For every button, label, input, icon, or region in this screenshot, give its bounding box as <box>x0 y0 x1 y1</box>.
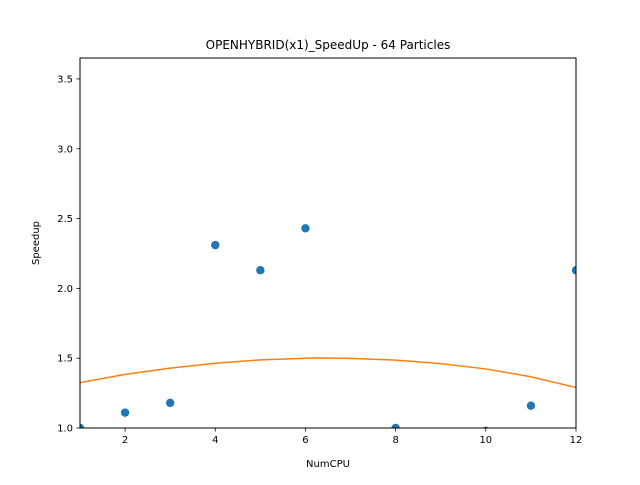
x-tick-label: 6 <box>302 435 308 446</box>
y-axis-ticks: 1.0 1.5 2.0 2.5 3.0 3.5 <box>57 74 80 435</box>
x-tick-label: 2 <box>122 435 128 446</box>
data-point <box>256 266 265 275</box>
x-axis-label: NumCPU <box>306 459 350 470</box>
y-tick-label: 2.0 <box>57 284 73 295</box>
chart-title: OPENHYBRID(x1)_SpeedUp - 64 Particles <box>206 38 451 52</box>
data-point <box>301 224 310 233</box>
x-tick-label: 4 <box>212 435 218 446</box>
data-point <box>571 266 576 275</box>
y-tick-label: 2.5 <box>57 214 73 225</box>
x-tick-label: 12 <box>570 435 583 446</box>
x-axis-ticks: 2 4 6 8 10 12 <box>122 428 582 446</box>
y-tick-label: 3.5 <box>57 74 73 85</box>
y-tick-label: 1.0 <box>57 424 73 435</box>
fit-curve-line <box>80 357 576 389</box>
data-point <box>120 408 130 417</box>
y-tick-label: 1.5 <box>57 354 73 365</box>
series-layer <box>80 224 576 428</box>
x-tick-label: 10 <box>479 435 492 446</box>
data-point <box>391 423 400 428</box>
y-axis-label: Speedup <box>31 221 42 265</box>
y-tick-label: 3.0 <box>57 144 73 155</box>
data-point <box>211 240 220 250</box>
data-point <box>526 401 536 410</box>
data-point <box>165 398 175 408</box>
axes-frame <box>79 57 577 429</box>
data-point <box>80 423 85 428</box>
x-tick-label: 8 <box>392 435 398 446</box>
